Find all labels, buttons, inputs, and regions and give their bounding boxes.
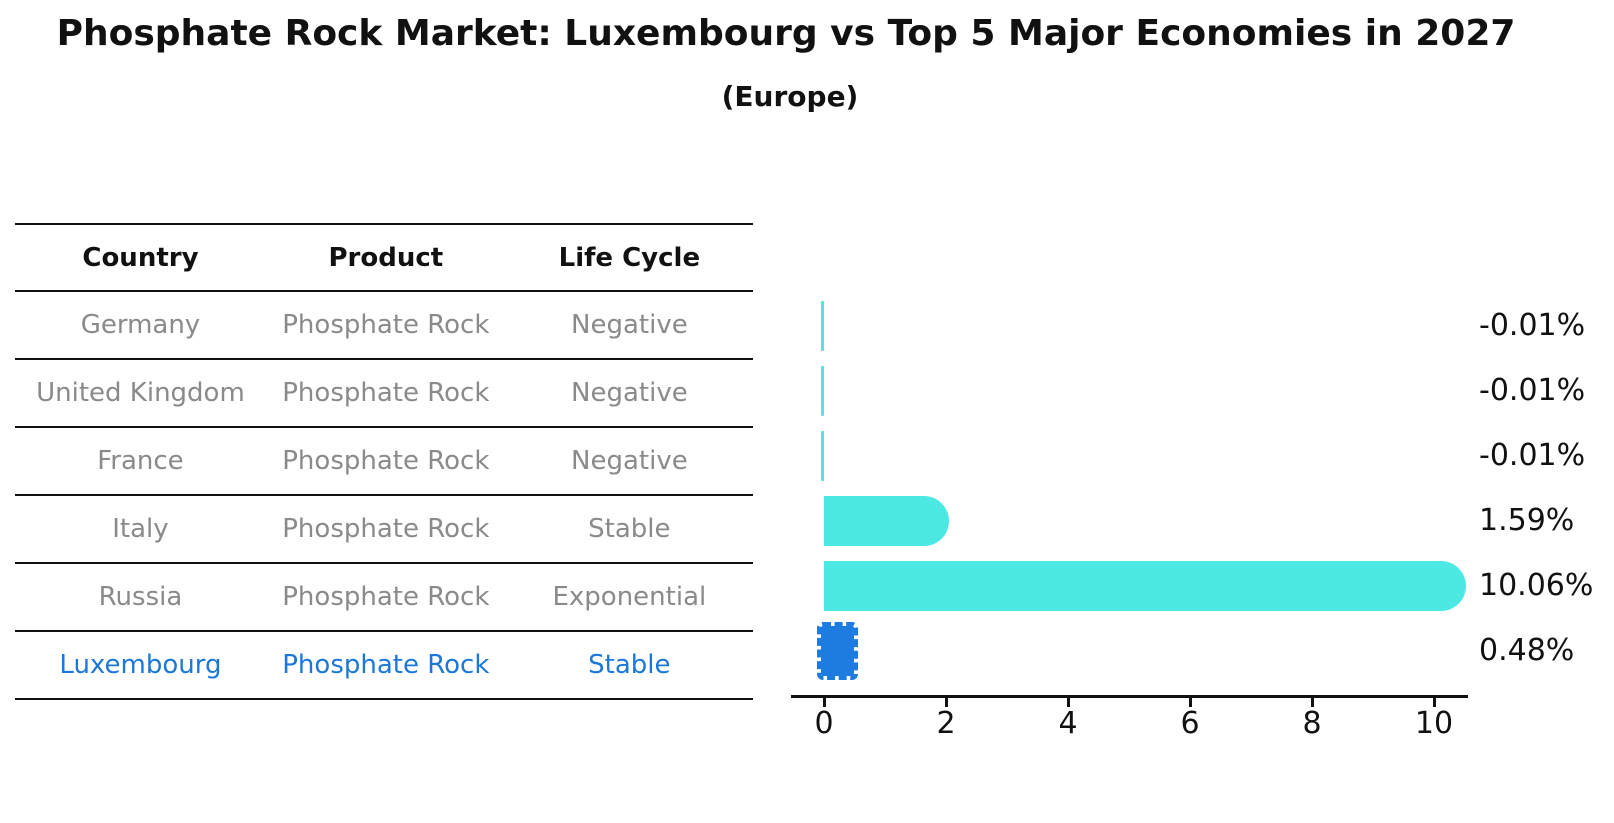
table-cell-life-cycle: Negative: [571, 446, 688, 476]
x-tick-label-6: 6: [1180, 706, 1200, 741]
value-label-luxembourg: 0.48%: [1479, 633, 1575, 668]
bar-italy: [824, 496, 949, 546]
table-cell-life-cycle: Stable: [588, 650, 671, 680]
table-header-product: Product: [328, 242, 444, 273]
table-cell-product: Phosphate Rock: [282, 310, 490, 340]
table-row: Russia Phosphate Rock Exponential: [15, 564, 753, 632]
table-body: Germany Phosphate Rock Negative United K…: [15, 292, 753, 700]
table-cell-life-cycle: Negative: [571, 378, 688, 408]
chart-title: Phosphate Rock Market: Luxembourg vs Top…: [56, 13, 1516, 54]
table-cell-product: Phosphate Rock: [282, 514, 490, 544]
table-row: Luxembourg Phosphate Rock Stable: [15, 632, 753, 700]
x-tick-mark-8: [1311, 698, 1314, 707]
bar-france: [821, 431, 824, 481]
x-tick-label-0: 0: [814, 706, 834, 741]
table-cell-life-cycle: Stable: [588, 514, 671, 544]
table-header-row: Country Product Life Cycle: [15, 225, 753, 292]
x-tick-label-8: 8: [1302, 706, 1322, 741]
table-cell-product: Phosphate Rock: [282, 582, 490, 612]
bar-united-kingdom: [821, 366, 824, 416]
table-row: France Phosphate Rock Negative: [15, 428, 753, 496]
table-header-life-cycle: Life Cycle: [558, 242, 701, 273]
value-label-france: -0.01%: [1479, 438, 1586, 473]
x-tick-mark-0: [823, 698, 826, 707]
table-row: United Kingdom Phosphate Rock Negative: [15, 360, 753, 428]
table-cell-life-cycle: Exponential: [552, 582, 707, 612]
value-label-russia: 10.06%: [1479, 568, 1594, 603]
table-cell-product: Phosphate Rock: [282, 446, 490, 476]
value-label-united-kingdom: -0.01%: [1479, 373, 1586, 408]
value-label-germany: -0.01%: [1479, 308, 1586, 343]
bar-luxembourg: [816, 622, 859, 680]
x-tick-mark-10: [1433, 698, 1436, 707]
x-tick-label-4: 4: [1058, 706, 1078, 741]
x-tick-label-10: 10: [1414, 706, 1454, 741]
table-cell-country: Italy: [112, 514, 169, 544]
x-tick-mark-2: [945, 698, 948, 707]
table-row: Italy Phosphate Rock Stable: [15, 496, 753, 564]
x-tick-label-2: 2: [936, 706, 956, 741]
table-cell-life-cycle: Negative: [571, 310, 688, 340]
table-row: Germany Phosphate Rock Negative: [15, 292, 753, 360]
x-axis-line: [791, 695, 1468, 698]
bar-russia: [824, 561, 1466, 611]
table-cell-country: Luxembourg: [59, 650, 222, 680]
value-label-italy: 1.59%: [1479, 503, 1575, 538]
country-info-table: Country Product Life Cycle Germany Phosp…: [15, 223, 753, 700]
table-cell-country: Russia: [98, 582, 183, 612]
table-cell-country: France: [97, 446, 184, 476]
table-cell-country: Germany: [80, 310, 201, 340]
table-cell-country: United Kingdom: [36, 378, 245, 408]
x-tick-mark-6: [1189, 698, 1192, 707]
table-cell-product: Phosphate Rock: [282, 650, 490, 680]
table-header-country: Country: [82, 242, 199, 273]
bar-germany: [821, 301, 824, 351]
table-cell-product: Phosphate Rock: [282, 378, 490, 408]
x-tick-mark-4: [1067, 698, 1070, 707]
chart-subtitle: (Europe): [721, 80, 859, 113]
